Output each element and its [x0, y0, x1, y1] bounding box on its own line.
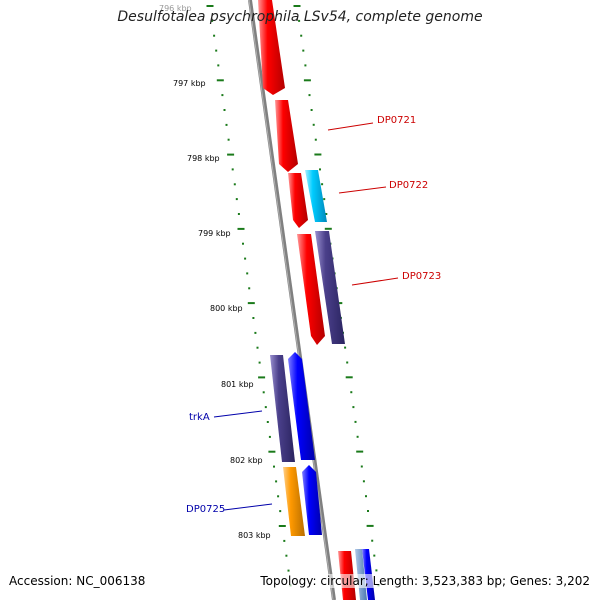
feature-trka-purple[interactable]: [270, 355, 295, 462]
tick-label-796: 796 kbp: [159, 4, 192, 13]
tick-label-799: 799 kbp: [198, 229, 231, 238]
reverse-features: [270, 352, 375, 600]
tick-label-801: 801 kbp: [221, 380, 254, 389]
feature-dp0725-orange[interactable]: [283, 467, 305, 536]
map-title: Desulfotalea psychrophila LSv54, complet…: [117, 9, 483, 25]
gene-label-dp0721[interactable]: DP0721: [377, 115, 416, 126]
tick-label-798: 798 kbp: [187, 154, 220, 163]
feature-dp0722-red[interactable]: [288, 173, 308, 228]
tick-label-797: 797 kbp: [173, 79, 206, 88]
gene-label-dp0725[interactable]: DP0725: [186, 504, 225, 515]
topology-label: Topology: circular; Length: 3,523,383 bp…: [260, 574, 590, 588]
feature-dp0721[interactable]: [275, 100, 298, 172]
gene-label-trka[interactable]: trkA: [189, 412, 210, 423]
feature-dp0723-red[interactable]: [297, 234, 325, 345]
gene-labels: DP0721 DP0722 DP0723 trkA DP0725: [186, 115, 441, 515]
tick-label-802: 802 kbp: [230, 456, 263, 465]
tick-label-800: 800 kbp: [210, 304, 243, 313]
gene-label-dp0723[interactable]: DP0723: [402, 271, 441, 282]
inner-tick-ring: [206, 5, 292, 587]
accession-label: Accession: NC_006138: [9, 574, 146, 588]
tick-label-803: 803 kbp: [238, 531, 271, 540]
forward-features: [258, 0, 345, 345]
tick-labels: 796 kbp 797 kbp 798 kbp 799 kbp 800 kbp …: [159, 4, 271, 540]
backbone: [248, 0, 336, 600]
gene-label-dp0722[interactable]: DP0722: [389, 180, 428, 191]
feature-trka-blue[interactable]: [288, 352, 315, 460]
label-lines: [213, 122, 399, 511]
feature-dp0723-purple[interactable]: [315, 231, 345, 344]
feature-dp0725-blue[interactable]: [302, 465, 322, 535]
feature-dp0722-cyan[interactable]: [305, 170, 327, 222]
feature-red-1[interactable]: [258, 0, 285, 95]
